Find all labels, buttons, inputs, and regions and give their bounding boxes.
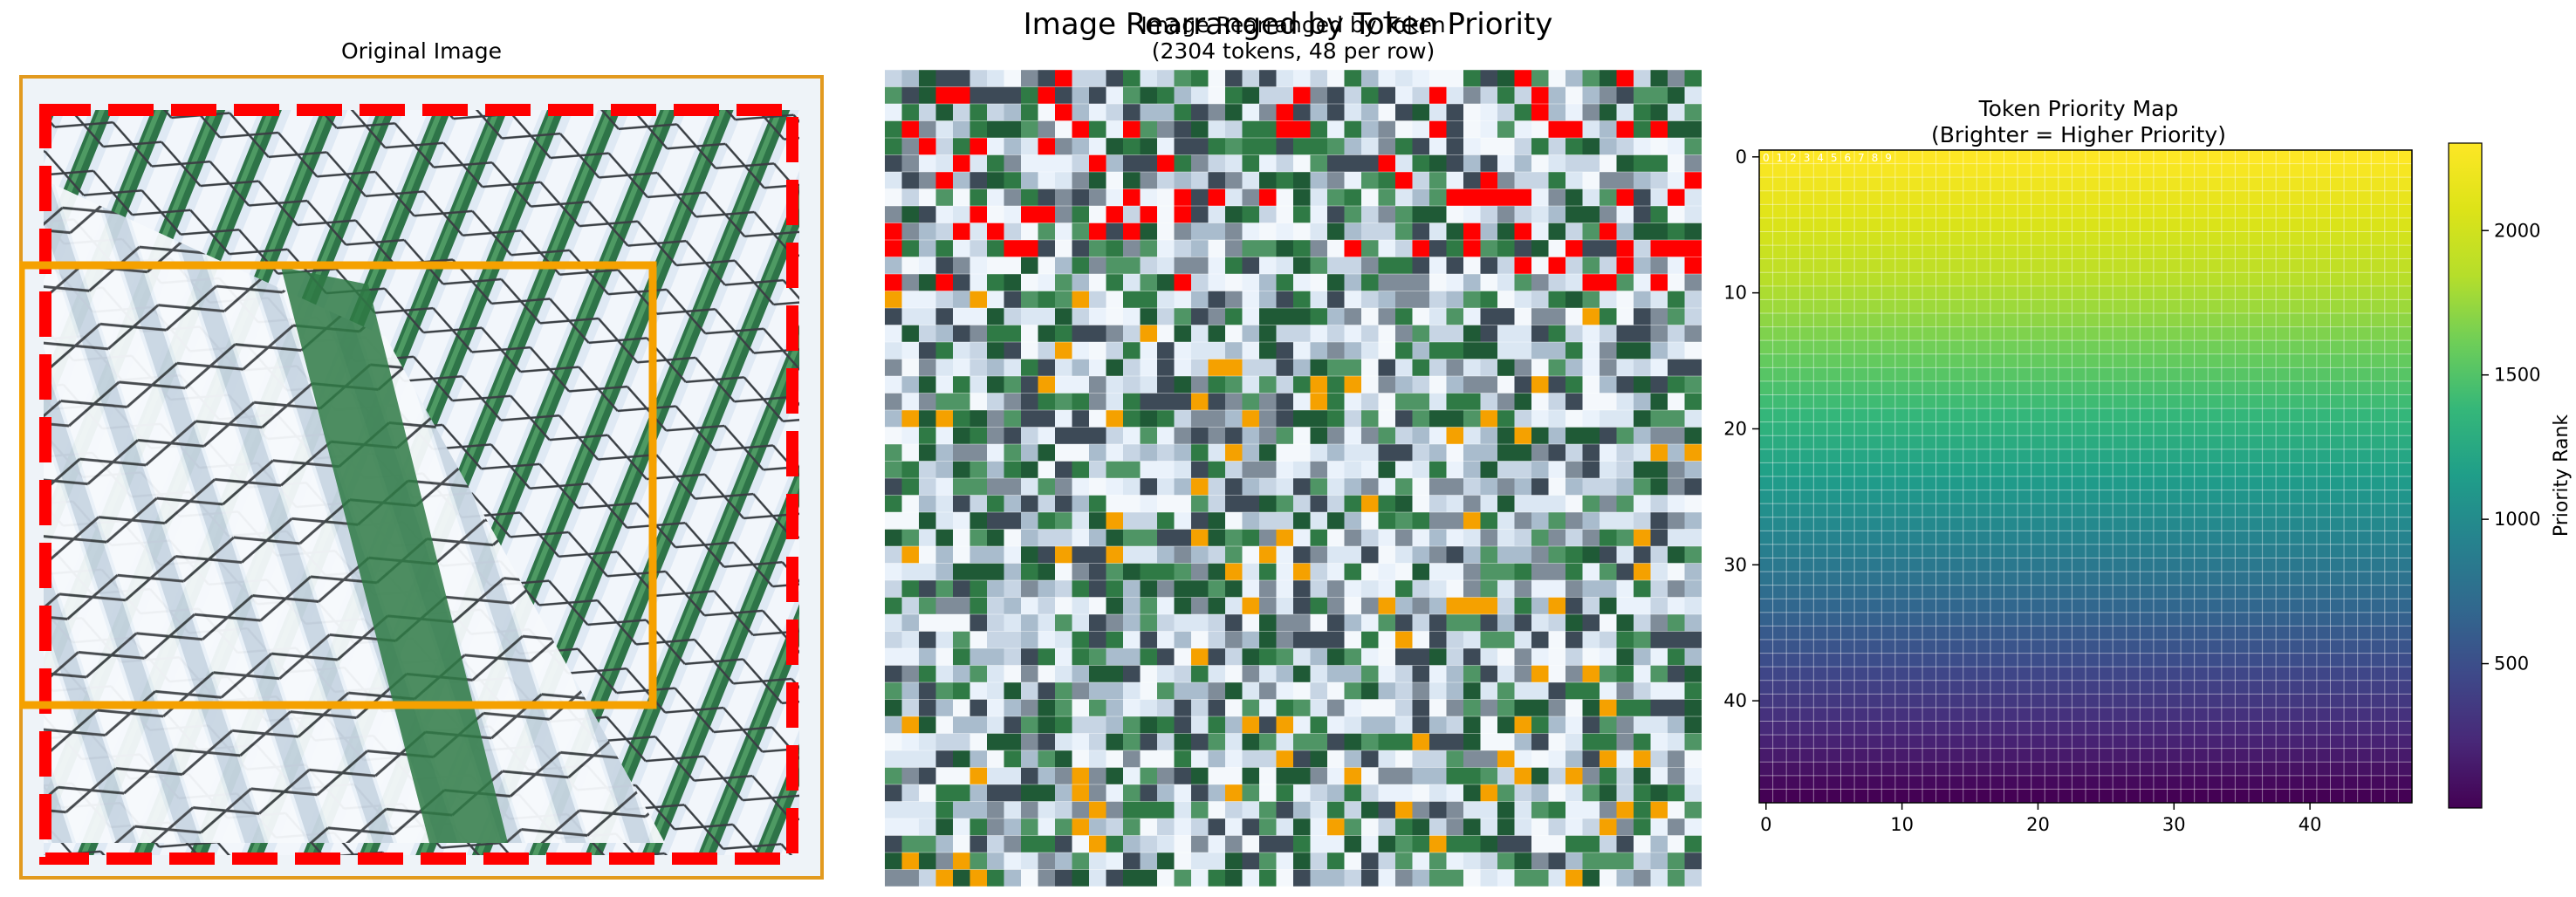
heatmap-row xyxy=(1759,285,2412,300)
heatmap-row xyxy=(1759,748,2412,763)
heatmap-row xyxy=(1759,735,2412,750)
heatmap-row xyxy=(1759,394,2412,409)
y-tick-label: 10 xyxy=(1723,283,1747,304)
x-tick-label: 30 xyxy=(2162,814,2186,835)
heatmap-row xyxy=(1759,775,2412,790)
heatmap-row xyxy=(1759,217,2412,232)
y-tick-label: 40 xyxy=(1723,690,1747,711)
colorbar-label: Priority Rank xyxy=(2551,414,2573,538)
heatmap-row xyxy=(1759,640,2412,654)
heatmap-row xyxy=(1759,340,2412,355)
x-tick-label: 0 xyxy=(1760,814,1771,835)
token-grid xyxy=(885,70,1702,887)
heatmap-row xyxy=(1759,490,2412,504)
heatmap-row xyxy=(1759,721,2412,736)
heatmap-row xyxy=(1759,544,2412,558)
cell-index-label: 8 xyxy=(1872,152,1879,164)
heatmap-row xyxy=(1759,476,2412,490)
heatmap-row xyxy=(1759,599,2412,613)
colorbar xyxy=(2448,142,2483,809)
heatmap-row xyxy=(1759,694,2412,709)
heatmap-frame xyxy=(1758,149,2413,804)
heatmap-row xyxy=(1759,163,2412,178)
heatmap-row xyxy=(1759,680,2412,695)
heatmap-row xyxy=(1759,762,2412,777)
heatmap-row xyxy=(1759,448,2412,463)
cell-index-label: 2 xyxy=(1790,152,1797,164)
heatmap-cells xyxy=(1759,150,2412,804)
red-dashed-box xyxy=(39,104,798,865)
heatmap-row xyxy=(1759,585,2412,599)
colorbar-tick-label: 1000 xyxy=(2494,509,2540,530)
heatmap-row xyxy=(1759,190,2412,205)
token-tiles xyxy=(885,70,1702,887)
heatmap-row xyxy=(1759,150,2412,164)
heatmap-row xyxy=(1759,789,2412,804)
colorbar-ticks: 500 1000 1500 2000 xyxy=(2482,220,2540,674)
heatmap-row xyxy=(1759,299,2412,314)
cell-index-label: 0 xyxy=(1763,152,1770,164)
heatmap-row xyxy=(1759,367,2412,382)
cell-index-label: 5 xyxy=(1831,152,1838,164)
cell-index-label: 9 xyxy=(1885,152,1892,164)
heatmap-row xyxy=(1759,626,2412,640)
cell-index-label: 7 xyxy=(1858,152,1865,164)
y-tick-label: 0 xyxy=(1736,147,1747,168)
heatmap-row xyxy=(1759,326,2412,341)
y-tick-label: 20 xyxy=(1723,418,1747,439)
heatmap-row xyxy=(1759,313,2412,327)
heatmap-row xyxy=(1759,258,2412,273)
heatmap-row xyxy=(1759,612,2412,627)
heatmap-row xyxy=(1759,517,2412,531)
heatmap-row xyxy=(1759,245,2412,260)
original-image-title: Original Image xyxy=(340,38,503,64)
heatmap-row xyxy=(1759,177,2412,192)
figure-suptitle: Image Rearranged by Token Priority xyxy=(1023,7,1553,42)
green-slat xyxy=(281,267,508,843)
colorbar-tick-label: 500 xyxy=(2494,654,2529,674)
rearranged-title-line2: (2304 tokens, 48 per row) xyxy=(1151,38,1435,64)
cell-index-label: 1 xyxy=(1777,152,1784,164)
heatmap-row xyxy=(1759,667,2412,681)
x-tick-label: 20 xyxy=(2026,814,2050,835)
heatmap-row xyxy=(1759,435,2412,450)
heatmap-row xyxy=(1759,531,2412,545)
heatmap-row xyxy=(1759,707,2412,722)
orange-box xyxy=(19,261,657,709)
rearranged-title-line1: Image Rearranged by Token xyxy=(1141,12,1446,38)
x-tick-label: 40 xyxy=(2299,814,2322,835)
heatmap-row xyxy=(1759,204,2412,219)
heatmap-row xyxy=(1759,462,2412,477)
y-tick-label: 30 xyxy=(1723,554,1747,575)
rearranged-title: Image Rearranged by Token (2304 tokens, … xyxy=(885,12,1702,65)
heatmap-row xyxy=(1759,353,2412,368)
heatmap-row xyxy=(1759,380,2412,395)
cell-index-label: 3 xyxy=(1804,152,1811,164)
heatmap-row xyxy=(1759,421,2412,436)
heatmap-row xyxy=(1759,503,2412,518)
heatmap-row xyxy=(1759,272,2412,287)
heatmap-gridlines xyxy=(1759,150,2412,803)
original-image-panel xyxy=(19,75,824,880)
heatmap-row xyxy=(1759,231,2412,246)
heatmap-row xyxy=(1759,572,2412,586)
heatmap-row xyxy=(1759,653,2412,668)
x-tick-label: 10 xyxy=(1890,814,1914,835)
cell-index-label: 4 xyxy=(1817,152,1824,164)
priority-map-title-line1: Token Priority Map xyxy=(1978,96,2179,121)
heatmap-row xyxy=(1759,558,2412,572)
colorbar-tick-label: 1500 xyxy=(2494,365,2540,386)
rearranged-token-mosaic xyxy=(885,70,1702,887)
cell-index-label: 6 xyxy=(1844,152,1851,164)
colorbar-tick-label: 2000 xyxy=(2494,220,2540,241)
priority-map-title: Token Priority Map (Brighter = Higher Pr… xyxy=(1754,96,2403,148)
priority-map-title-line2: (Brighter = Higher Priority) xyxy=(1931,122,2226,147)
heatmap-row xyxy=(1759,408,2412,423)
